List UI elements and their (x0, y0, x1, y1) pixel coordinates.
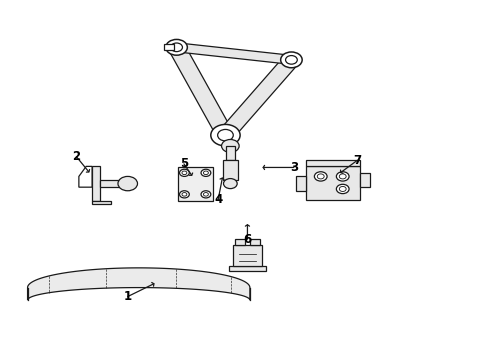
Text: 1: 1 (123, 290, 132, 303)
Circle shape (201, 191, 211, 198)
Polygon shape (100, 180, 128, 187)
Polygon shape (27, 268, 250, 300)
Circle shape (315, 172, 327, 181)
Polygon shape (222, 160, 238, 180)
Circle shape (203, 193, 208, 196)
Polygon shape (218, 57, 299, 139)
Polygon shape (306, 160, 360, 166)
Polygon shape (226, 146, 235, 160)
Circle shape (223, 179, 237, 189)
Circle shape (339, 186, 346, 192)
Polygon shape (177, 167, 213, 201)
Circle shape (336, 184, 349, 194)
Polygon shape (306, 166, 360, 200)
Polygon shape (92, 201, 111, 204)
Circle shape (179, 191, 189, 198)
Polygon shape (176, 43, 293, 64)
Text: 5: 5 (180, 157, 188, 170)
Circle shape (286, 55, 297, 64)
Text: 2: 2 (73, 150, 80, 163)
Circle shape (182, 193, 187, 196)
Circle shape (281, 52, 302, 68)
Circle shape (201, 169, 211, 176)
Circle shape (339, 174, 346, 179)
Polygon shape (169, 45, 234, 138)
Polygon shape (235, 239, 245, 244)
Text: 7: 7 (353, 154, 362, 167)
Text: 6: 6 (244, 233, 251, 246)
Circle shape (218, 130, 233, 141)
Polygon shape (250, 239, 260, 244)
Polygon shape (360, 173, 369, 187)
Circle shape (336, 172, 349, 181)
Text: 3: 3 (290, 161, 298, 174)
Circle shape (211, 125, 240, 146)
Circle shape (171, 43, 182, 51)
Circle shape (179, 169, 189, 176)
Polygon shape (79, 166, 92, 187)
Polygon shape (164, 44, 174, 50)
Circle shape (318, 174, 324, 179)
Polygon shape (229, 266, 266, 271)
Polygon shape (92, 166, 100, 201)
Circle shape (203, 171, 208, 175)
Circle shape (182, 171, 187, 175)
Circle shape (166, 40, 187, 55)
Text: 4: 4 (214, 193, 222, 206)
Circle shape (118, 176, 138, 191)
Polygon shape (296, 176, 306, 191)
Polygon shape (233, 244, 262, 266)
Circle shape (221, 139, 239, 152)
